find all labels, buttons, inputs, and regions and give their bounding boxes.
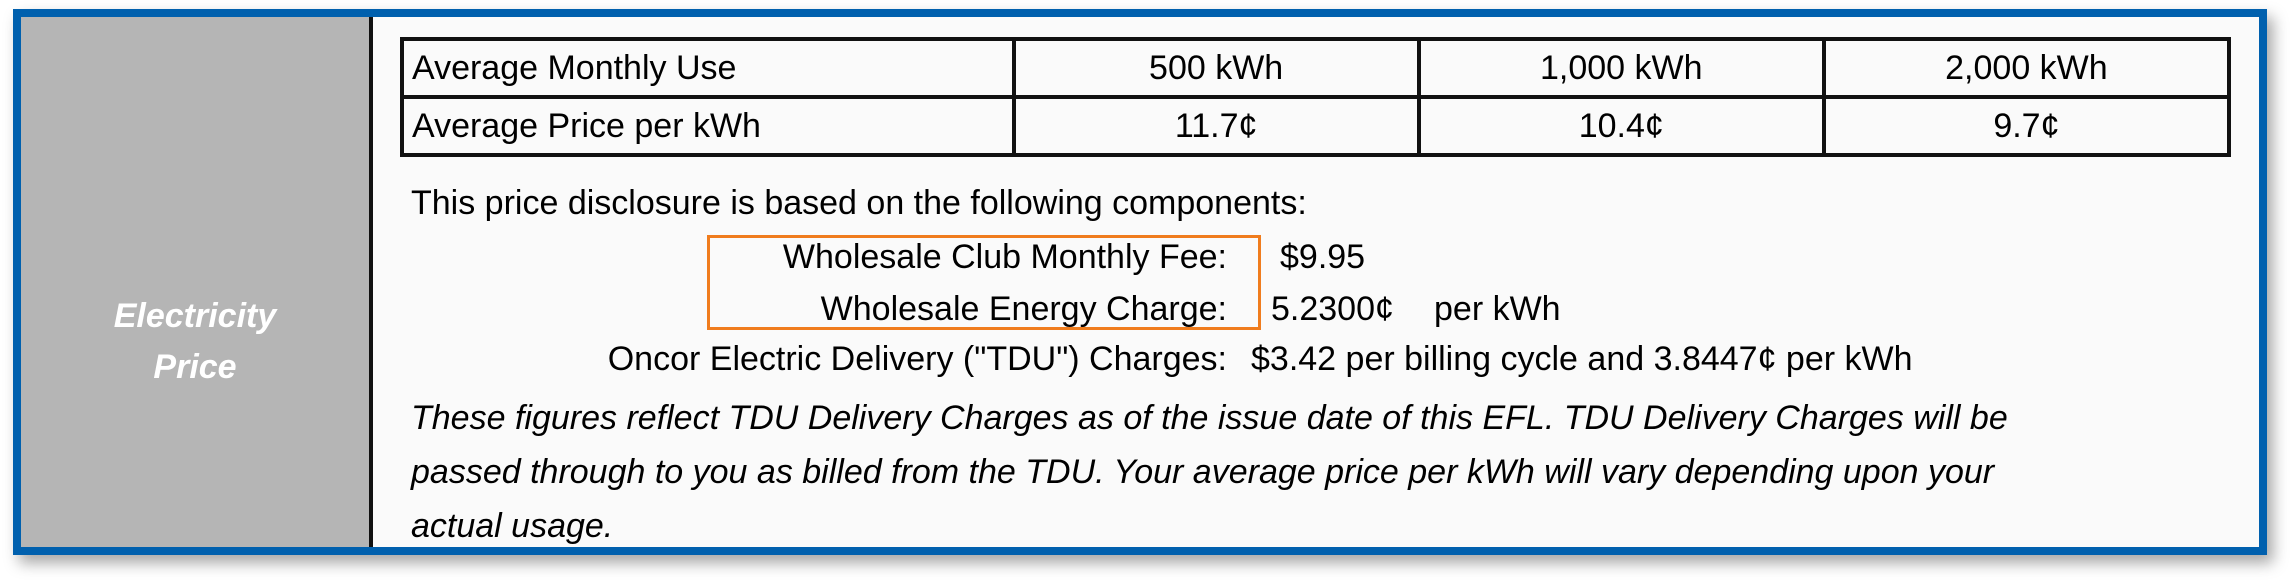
components-intro: This price disclosure is based on the fo… [411, 184, 1307, 222]
price-table: Average Monthly Use 500 kWh 1,000 kWh 2,… [400, 37, 2232, 157]
table-cell: 500 kWh [1011, 37, 1421, 99]
highlight-box [707, 235, 1261, 330]
section-label-panel: Electricity Price [21, 17, 373, 547]
component-label: Oncor Electric Delivery ("TDU") Charges: [607, 340, 1227, 378]
disclaimer-line: actual usage. [411, 507, 614, 545]
row-header: Average Price per kWh [400, 95, 1016, 157]
row-header: Average Monthly Use [400, 37, 1016, 99]
section-label-line-2: Price [153, 348, 237, 386]
section-label-line-1: Electricity [113, 297, 277, 335]
table-cell: 10.4¢ [1416, 95, 1826, 157]
table-cell: 1,000 kWh [1416, 37, 1826, 99]
table-cell: 2,000 kWh [1821, 37, 2232, 99]
table-cell: 11.7¢ [1011, 95, 1421, 157]
component-value: $3.42 per billing cycle and 3.8447¢ per … [1251, 340, 1913, 378]
component-value: $9.95 [1280, 238, 1366, 276]
disclaimer-line: passed through to you as billed from the… [411, 453, 1995, 491]
component-value: 5.2300¢ [1271, 290, 1394, 328]
electricity-price-section: Electricity Price Average Monthly Use 50… [13, 9, 2267, 555]
table-row: Average Price per kWh 11.7¢ 10.4¢ 9.7¢ [400, 95, 2232, 157]
disclaimer-line: These figures reflect TDU Delivery Charg… [411, 399, 2008, 437]
component-label: Wholesale Club Monthly Fee: [782, 238, 1227, 276]
table-cell: 9.7¢ [1821, 95, 2232, 157]
table-row: Average Monthly Use 500 kWh 1,000 kWh 2,… [400, 37, 2232, 99]
component-unit: per kWh [1434, 290, 1561, 328]
component-label: Wholesale Energy Charge: [820, 290, 1227, 328]
